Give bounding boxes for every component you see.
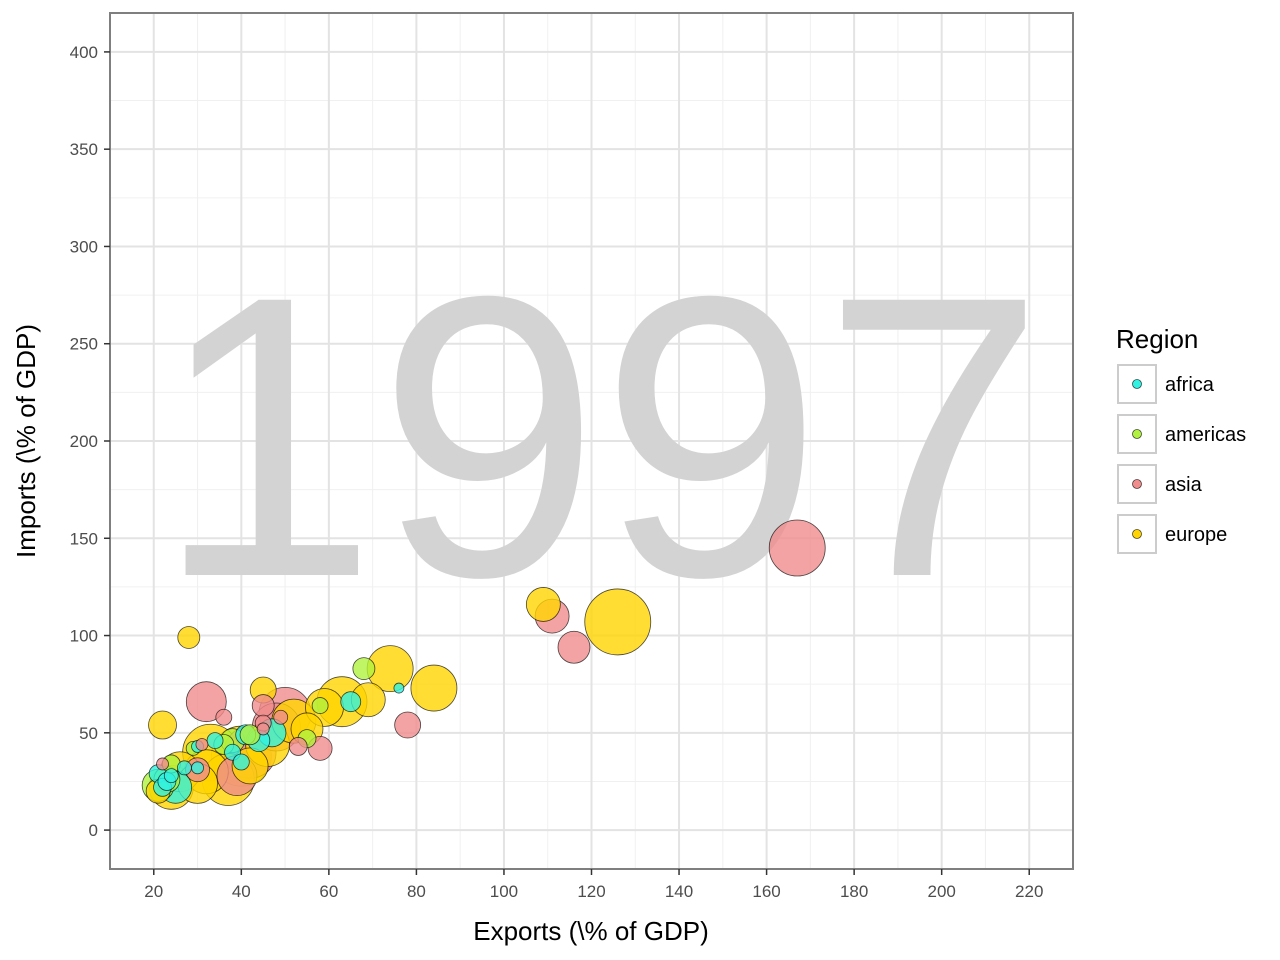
x-tick-label: 120 (577, 882, 605, 901)
y-tick-label: 0 (89, 821, 98, 840)
x-axis-title: Exports (\% of GDP) (473, 916, 709, 946)
x-tick-label: 60 (319, 882, 338, 901)
legend-entries: africa americas asia europe (1117, 364, 1246, 554)
data-point-africa (206, 732, 224, 749)
y-tick-label: 100 (70, 627, 98, 646)
data-point-europe (177, 626, 201, 649)
legend-key-marker (1132, 429, 1142, 439)
data-point-africa (163, 768, 179, 784)
legend-label: europe (1165, 524, 1227, 546)
data-point-asia (185, 681, 227, 723)
data-point-asia (557, 630, 591, 664)
data-point-africa (177, 760, 192, 776)
data-point-europe (410, 664, 458, 712)
legend-entry-americas: americas (1117, 414, 1246, 454)
y-tick-label: 250 (70, 335, 98, 354)
data-points (141, 519, 826, 810)
x-tick-label: 40 (232, 882, 251, 901)
y-axis-ticks: 0 50 100 150 200 250 300 350 400 (70, 43, 110, 840)
x-tick-label: 20 (144, 882, 163, 901)
x-tick-label: 100 (490, 882, 518, 901)
data-point-asia (156, 757, 169, 771)
data-point-americas (352, 657, 376, 681)
data-point-americas (311, 697, 329, 714)
data-point-americas (239, 724, 261, 746)
data-point-africa (191, 761, 204, 775)
legend-label: asia (1165, 474, 1203, 496)
legend-title: Region (1116, 324, 1198, 354)
legend-key-marker (1132, 479, 1142, 489)
data-point-asia (251, 694, 275, 717)
data-point-asia (273, 709, 289, 725)
data-point-asia (256, 722, 270, 736)
data-point-africa (393, 682, 405, 694)
x-tick-label: 220 (1015, 882, 1043, 901)
data-point-asia (215, 708, 233, 726)
legend-key-marker (1132, 529, 1142, 539)
legend-label: africa (1165, 374, 1215, 396)
x-tick-label: 160 (752, 882, 780, 901)
legend-entry-europe: europe (1117, 514, 1227, 554)
legend-key-marker (1132, 379, 1142, 389)
y-tick-label: 400 (70, 43, 98, 62)
legend-entry-africa: africa (1117, 364, 1215, 404)
data-point-europe (148, 710, 177, 740)
data-point-asia (288, 737, 308, 756)
y-tick-label: 350 (70, 140, 98, 159)
x-tick-label: 180 (840, 882, 868, 901)
legend: Region africa americas asia europe (1116, 324, 1246, 554)
legend-label: americas (1165, 424, 1246, 446)
y-tick-label: 300 (70, 237, 98, 256)
x-axis-ticks: 20 40 60 80 100 120 140 160 180 200 220 (144, 869, 1043, 901)
data-point-africa (232, 753, 250, 771)
data-point-africa (340, 691, 362, 713)
data-point-asia (768, 519, 826, 577)
data-point-asia (195, 738, 209, 751)
x-tick-label: 80 (407, 882, 426, 901)
data-point-europe (584, 588, 652, 656)
legend-entry-asia: asia (1117, 464, 1203, 504)
data-point-europe (525, 587, 561, 622)
year-label: 1997 (155, 213, 1045, 660)
y-tick-label: 150 (70, 529, 98, 548)
x-tick-label: 200 (927, 882, 955, 901)
y-tick-label: 50 (79, 724, 98, 743)
x-tick-label: 140 (665, 882, 693, 901)
data-point-asia (394, 711, 422, 739)
y-axis-title: Imports (\% of GDP) (11, 324, 41, 558)
y-tick-label: 200 (70, 432, 98, 451)
